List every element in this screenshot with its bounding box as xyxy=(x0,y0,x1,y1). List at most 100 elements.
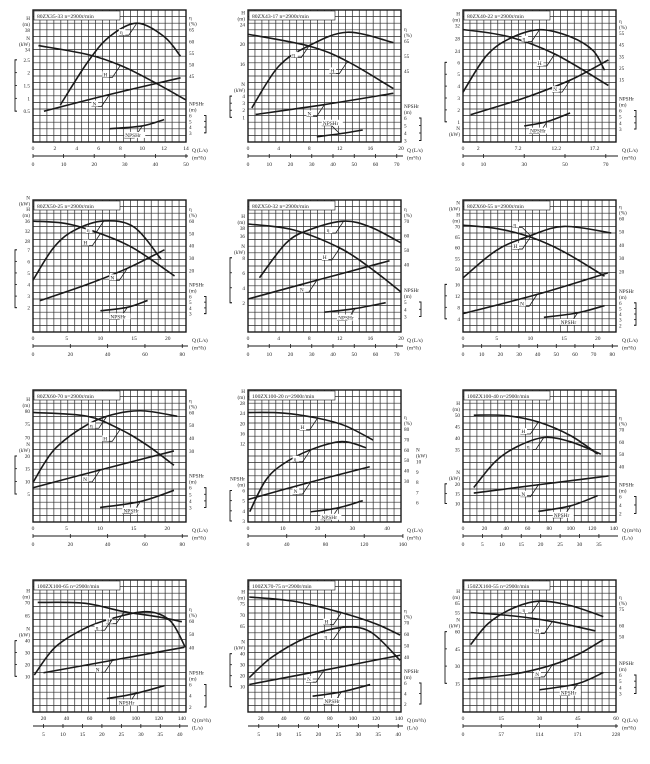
x-tick-label: 10 xyxy=(97,526,103,532)
H-tick-label: 70 xyxy=(25,600,31,606)
NPSHr-tick-label: 6 xyxy=(619,494,622,500)
curve-label-bg xyxy=(291,51,298,58)
curve-label-bg xyxy=(559,689,581,696)
axis-bracket xyxy=(444,61,447,123)
x-tick-label: 16 xyxy=(368,146,374,152)
N-axis-unit: (kW) xyxy=(449,623,460,630)
x-tick-label: 4 xyxy=(277,336,280,342)
x-tick-label: 40 xyxy=(281,716,287,722)
eta-tick-label: 70 xyxy=(404,219,410,225)
H-tick-label: 65 xyxy=(455,601,461,607)
eta-tick-label: 60 xyxy=(404,234,410,240)
x2-tick-label: 25 xyxy=(557,542,563,548)
curve-h xyxy=(249,596,401,636)
x2-tick-label: 120 xyxy=(360,542,369,548)
NPSHr-axis-unit: (m) xyxy=(404,109,412,116)
N-tick-label: 2.5 xyxy=(24,58,31,64)
curve-label: η xyxy=(120,30,123,36)
H-tick-label: 40 xyxy=(455,436,461,442)
x2-tick-label: 30 xyxy=(309,352,315,358)
plot-frame xyxy=(247,579,402,713)
NPSHr-tick-label: 4 xyxy=(189,306,192,312)
eta-tick-label: 60 xyxy=(619,623,625,629)
curve-leader-line xyxy=(85,220,105,234)
x2-axis-unit: (m³/h) xyxy=(192,345,206,352)
NPSHr-tick-label: 4 xyxy=(189,125,192,131)
x-tick-label: 2 xyxy=(477,146,480,152)
NPSHr-tick-label: 6 xyxy=(404,681,407,687)
x-tick-label: 20 xyxy=(595,336,601,342)
x2-tick-label: 35 xyxy=(158,732,164,738)
eta-tick-label: 40 xyxy=(404,263,410,269)
x2-tick-label: 0 xyxy=(462,162,465,168)
x-tick-label: 120 xyxy=(155,716,164,722)
curve-eta xyxy=(32,409,178,483)
curve-label: η xyxy=(292,53,295,59)
x-tick-label: 2 xyxy=(53,146,56,152)
x2-tick-label: 20 xyxy=(99,732,105,738)
title-box xyxy=(463,200,551,211)
H-tick-label: 16 xyxy=(240,62,246,68)
H-axis-unit: (m) xyxy=(238,15,246,22)
NPSHr-tick-label: 3 xyxy=(242,519,245,525)
curve-label-bg xyxy=(91,100,99,107)
curve-label-bg xyxy=(82,239,90,246)
eta-tick-label: 60 xyxy=(189,219,195,225)
eta-tick-label: 60 xyxy=(189,619,195,625)
x2-tick-label: 40 xyxy=(535,352,541,358)
eta-tick-label: 70 xyxy=(404,620,410,626)
H-axis-label: H xyxy=(456,12,460,18)
x2-axis-unit: (m³/h) xyxy=(622,345,636,352)
eta-axis-label: η xyxy=(619,415,622,421)
H-axis-unit: (m) xyxy=(23,21,31,28)
eta-axis-label: η xyxy=(189,607,192,613)
H-tick-label: 35 xyxy=(455,447,461,453)
H-tick-label: 24 xyxy=(240,411,246,417)
axis-bracket xyxy=(444,631,447,684)
x2-tick-label: 20 xyxy=(538,542,544,548)
grid-lines xyxy=(32,389,187,523)
plot-frame xyxy=(32,389,187,523)
x2-tick-label: 50 xyxy=(554,352,560,358)
NPSHr-axis-unit: (m) xyxy=(189,287,197,294)
eta-axis-label: η xyxy=(404,415,407,421)
curve-leader-line xyxy=(519,294,538,307)
curve-eta xyxy=(249,440,367,513)
eta-tick-label: 15 xyxy=(619,77,625,83)
eta-tick-label: 70 xyxy=(404,438,410,444)
eta-tick-label: 55 xyxy=(404,54,410,60)
N-tick-label: 2 xyxy=(27,71,30,77)
eta-axis-unit: (%) xyxy=(619,209,627,216)
H-axis-unit: (m) xyxy=(453,217,461,224)
curve-label: η xyxy=(327,228,330,234)
x2-tick-label: 0 xyxy=(462,732,465,738)
x2-tick-label: 60 xyxy=(373,162,379,168)
grid-lines xyxy=(247,389,402,523)
NPSHr-tick-label: 6 xyxy=(189,114,192,120)
eta-tick-label: 60 xyxy=(189,410,195,416)
x2-tick-label: 171 xyxy=(574,732,583,738)
curve-label-bg xyxy=(337,314,359,321)
eta-tick-label: 20 xyxy=(619,269,625,275)
x2-tick-label: 80 xyxy=(180,542,186,548)
x2-axis-unit: (m³/h) xyxy=(622,725,636,732)
N-tick-label: 7 xyxy=(416,490,419,496)
x2-tick-label: 0 xyxy=(462,542,465,548)
eta-tick-label: 50 xyxy=(189,231,195,237)
NPSHr-tick-label: 4 xyxy=(189,499,192,505)
NPSHr-tick-label: 4 xyxy=(619,685,622,691)
N-axis-label: N xyxy=(456,200,460,206)
curve-label: NPSHr xyxy=(119,700,135,706)
x2-tick-label: 10 xyxy=(499,542,505,548)
x-tick-label: 4 xyxy=(277,146,280,152)
eta-tick-label: 40 xyxy=(189,244,195,250)
axis-bracket xyxy=(634,110,637,130)
x2-tick-label: 0 xyxy=(32,162,35,168)
N-axis-unit: (kW) xyxy=(449,205,460,212)
H-tick-label: 36 xyxy=(25,219,31,225)
x-tick-label: 20 xyxy=(398,336,404,342)
NPSHr-tick-label: 3 xyxy=(189,505,192,511)
N-axis-label: N xyxy=(26,195,30,201)
